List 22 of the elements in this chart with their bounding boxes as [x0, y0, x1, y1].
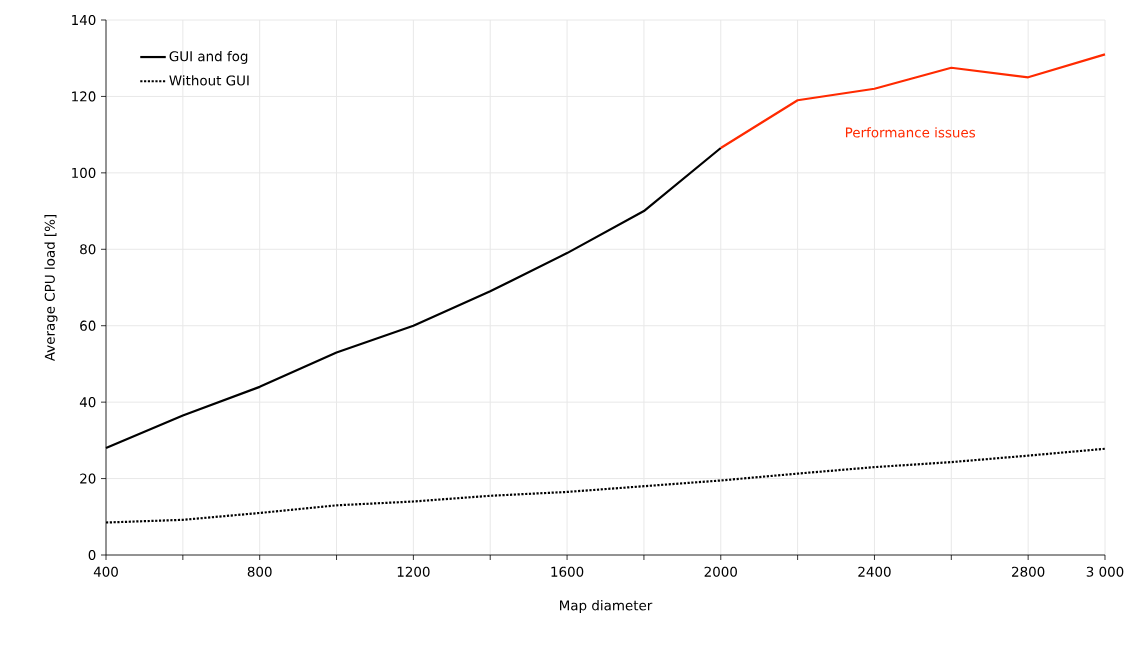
x-tick-label: 800: [247, 566, 272, 577]
y-tick-label: 20: [80, 473, 96, 484]
x-tick-label: 3 000: [1086, 566, 1124, 577]
y-tick-label: 60: [80, 320, 96, 331]
y-tick-label: 0: [88, 549, 96, 561]
y-tick-label: 120: [72, 91, 96, 102]
x-axis-title: Map diameter: [560, 600, 653, 614]
x-tick-label: 2000: [704, 566, 737, 577]
x-tick-label: 2800: [1012, 566, 1045, 577]
annotation: Performance issues: [845, 127, 976, 138]
x-tick-label: 2400: [858, 566, 891, 577]
legend-label: GUI and fog: [169, 50, 248, 64]
legend-label: Without GUI: [169, 75, 249, 86]
y-tick-label: 100: [72, 167, 96, 178]
line-series: [719, 53, 1107, 150]
x-tick-label: 1200: [397, 566, 430, 577]
y-axis-title: Average CPU load [%]: [44, 214, 58, 362]
x-tick-label: 1600: [551, 566, 584, 577]
y-tick-label: 80: [80, 244, 96, 255]
y-tick-label: 140: [72, 14, 96, 26]
x-tick-label: 400: [93, 566, 118, 577]
y-tick-label: 40: [79, 397, 96, 408]
